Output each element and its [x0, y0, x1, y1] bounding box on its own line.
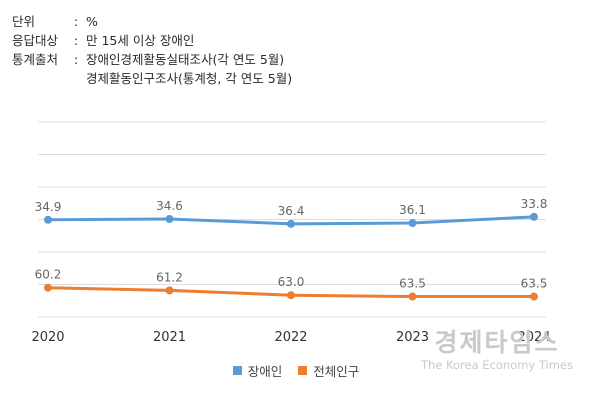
chart-metadata: 단위 : % 응답대상 : 만 15세 이상 장애인 통계출처 : 장애인경제활… [12, 12, 292, 88]
data-points [44, 212, 538, 301]
watermark-subtitle: The Korea Economy Times [420, 358, 574, 372]
data-point-disabled [287, 219, 295, 228]
data-label-disabled: 34.9 [35, 200, 62, 214]
legend-label-total: 전체인구 [313, 364, 360, 379]
unit-key: 단위 [12, 14, 36, 29]
data-point-disabled [44, 215, 52, 224]
legend-label-disabled: 장애인 [247, 364, 283, 379]
target-value: 만 15세 이상 장애인 [86, 33, 195, 48]
watermark: 경제타임스 The Korea Economy Times [412, 328, 582, 372]
legend-item-total: 전체인구 [298, 361, 359, 380]
data-label-total: 60.2 [35, 268, 62, 282]
legend-swatch-disabled [232, 366, 242, 375]
data-labels: 34.9 34.6 36.4 36.1 33.8 60.2 61.2 63.0 63.5 63.5 [35, 197, 548, 291]
legend-swatch-total [298, 366, 308, 375]
watermark-title: 경제타임스 [434, 328, 560, 357]
source-row: 통계출처 : 장애인경제활동실태조사(각 연도 5월) 경제활동인구조사(통계청… [12, 50, 292, 88]
source-separator: : [74, 52, 79, 67]
data-label-total: 61.2 [156, 270, 183, 284]
data-point-disabled [408, 219, 417, 228]
unit-value: % [86, 14, 98, 29]
data-point-total [408, 292, 417, 301]
data-label-disabled: 36.4 [278, 204, 305, 218]
x-axis-ticks: 2020 2021 2022 2023 2024 [31, 330, 550, 345]
data-point-total [44, 283, 52, 292]
data-label-total: 63.5 [521, 277, 548, 291]
data-point-disabled [165, 214, 174, 223]
unit-separator: : [74, 14, 79, 29]
x-tick-label: 2020 [31, 330, 64, 345]
source-value-1: 장애인경제활동실태조사(각 연도 5월) [86, 52, 285, 67]
data-label-disabled: 34.6 [156, 199, 183, 213]
data-label-total: 63.5 [399, 277, 426, 291]
x-tick-label: 2021 [153, 330, 186, 345]
target-key: 응답대상 [12, 33, 59, 48]
data-label-disabled: 36.1 [399, 203, 426, 217]
source-key: 통계출처 [12, 52, 59, 67]
gridlines [38, 121, 546, 318]
x-tick-label: 2024 [517, 330, 550, 345]
data-label-disabled: 33.8 [521, 197, 548, 211]
data-point-total [287, 291, 295, 300]
source-value-2: 경제활동인구조사(통계청, 각 연도 5월) [86, 71, 293, 86]
target-row: 응답대상 : 만 15세 이상 장애인 [12, 31, 292, 50]
legend-item-disabled: 장애인 [232, 361, 283, 380]
data-point-total [165, 286, 174, 295]
data-point-total [530, 292, 538, 301]
data-label-total: 63.0 [278, 275, 305, 289]
x-tick-label: 2022 [274, 330, 307, 345]
target-separator: : [74, 33, 79, 48]
unit-row: 단위 : % [12, 12, 292, 31]
data-point-disabled [530, 212, 538, 221]
source-values: 장애인경제활동실태조사(각 연도 5월) 경제활동인구조사(통계청, 각 연도 … [86, 50, 292, 88]
x-tick-label: 2023 [396, 330, 429, 345]
chart-legend: 장애인 전체인구 [0, 361, 592, 380]
